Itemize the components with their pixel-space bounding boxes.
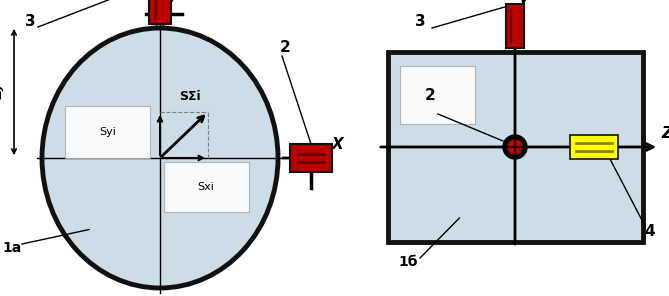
- Bar: [400, 66, 475, 124]
- Bar: [506, 4, 524, 48]
- Text: SΣi: SΣi: [179, 89, 201, 102]
- Text: 2: 2: [280, 41, 290, 56]
- Text: Δy: Δy: [0, 83, 5, 99]
- Text: y: y: [519, 0, 529, 6]
- Bar: [290, 144, 332, 172]
- Bar: [65, 106, 150, 158]
- Text: 3: 3: [25, 15, 35, 30]
- Bar: [570, 135, 618, 159]
- Bar: [388, 52, 643, 242]
- Circle shape: [508, 140, 522, 154]
- Text: Sxi: Sxi: [197, 182, 215, 192]
- Bar: [164, 162, 249, 212]
- Text: 1б: 1б: [398, 255, 417, 269]
- Text: X: X: [332, 137, 344, 152]
- Text: 2: 2: [425, 88, 436, 102]
- Text: Z: Z: [661, 126, 669, 141]
- Text: Syi: Syi: [100, 127, 116, 137]
- Text: 1a: 1a: [3, 241, 21, 255]
- Text: 3: 3: [415, 15, 425, 30]
- Text: 4: 4: [645, 224, 656, 239]
- Ellipse shape: [42, 28, 278, 288]
- Circle shape: [503, 135, 527, 159]
- Text: y: y: [164, 0, 174, 10]
- Bar: [149, 0, 171, 24]
